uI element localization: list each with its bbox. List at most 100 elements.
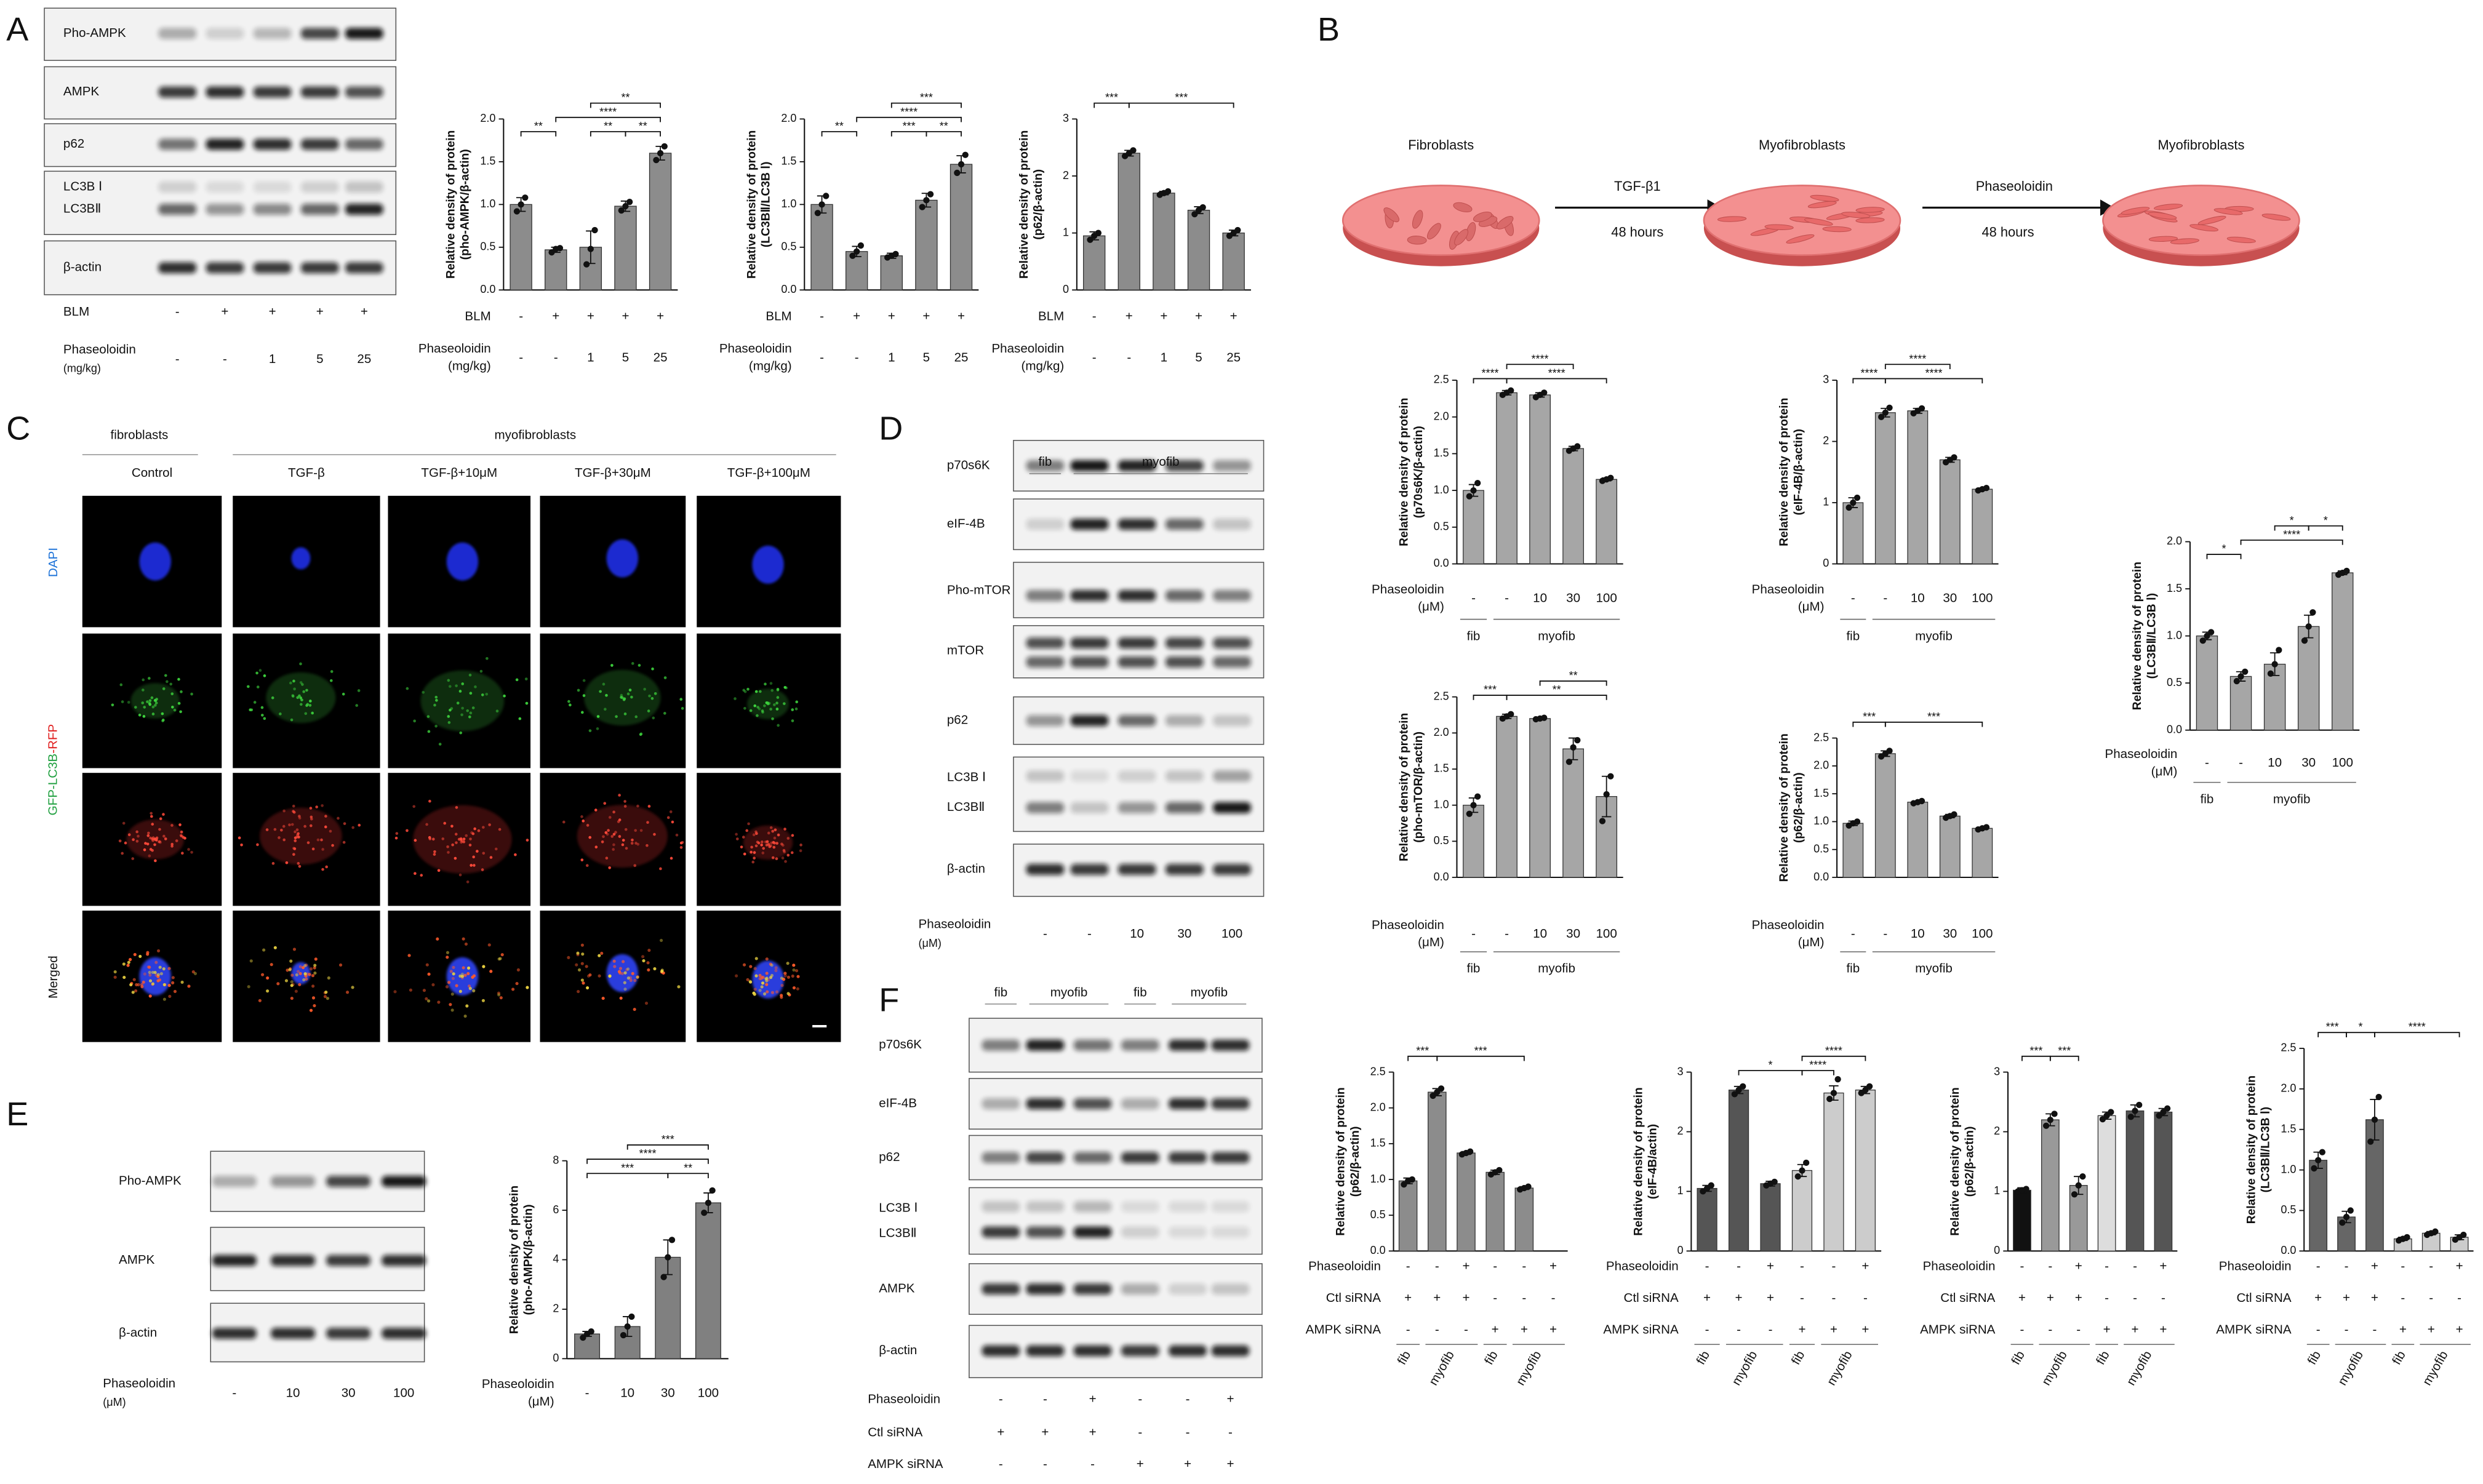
puncta [304, 712, 308, 716]
puncta [618, 794, 621, 797]
bar [1082, 235, 1106, 290]
step-time: 48 hours [1611, 224, 1663, 239]
data-point [657, 150, 664, 157]
puncta [147, 831, 150, 835]
y-tick-label: 1.0 [781, 197, 796, 210]
puncta [450, 707, 454, 710]
puncta [132, 838, 135, 842]
y-tick-label: 3 [1677, 1065, 1683, 1077]
puncta [580, 858, 584, 861]
data-point [2051, 1111, 2058, 1117]
row-value: - [820, 350, 824, 364]
blot-band [1213, 770, 1251, 782]
group-label: fib [1039, 455, 1052, 469]
y-tick-label: 2 [1823, 434, 1829, 447]
puncta [342, 840, 346, 844]
blot-band [271, 1255, 316, 1266]
puncta [761, 711, 764, 714]
puncta [760, 985, 764, 989]
y-tick-label: 0.0 [2167, 723, 2182, 735]
puncta [311, 996, 316, 1000]
row-value: - [1832, 1259, 1836, 1274]
blot-band [345, 28, 383, 39]
puncta [471, 975, 474, 979]
row-value: - [1228, 1426, 1233, 1440]
blot-band [1118, 770, 1156, 782]
puncta [619, 996, 623, 1000]
puncta [472, 855, 476, 859]
sig-label: *** [1416, 1045, 1429, 1057]
row-value: 100 [1596, 927, 1617, 941]
row-value: 30 [2301, 756, 2316, 770]
sig-bracket [1884, 364, 1951, 369]
column-header: TGF-β [288, 466, 325, 480]
puncta [461, 682, 465, 685]
row-value: - [1800, 1291, 1804, 1305]
blot-band [206, 138, 244, 150]
puncta [434, 724, 438, 728]
row-label: Ctl siRNA [868, 1426, 922, 1440]
puncta [276, 982, 280, 986]
puncta [740, 845, 743, 848]
data-point [1467, 1148, 1474, 1155]
puncta [586, 986, 590, 990]
puncta [308, 704, 312, 707]
bar [915, 199, 938, 290]
puncta [127, 833, 131, 837]
bar [1463, 490, 1484, 565]
puncta [518, 717, 522, 720]
puncta [588, 729, 592, 732]
blot-band [1026, 1152, 1065, 1163]
puncta [159, 971, 163, 976]
blot-band [1213, 802, 1251, 813]
puncta [121, 852, 124, 855]
bar [2097, 1115, 2116, 1251]
puncta [515, 678, 519, 682]
y-tick-label: 1.0 [1370, 1173, 1386, 1185]
puncta [151, 970, 154, 975]
row-value: - [1435, 1322, 1439, 1336]
row-value: - [2239, 756, 2243, 770]
puncta [500, 953, 504, 957]
puncta [300, 703, 303, 706]
row-value: + [1861, 1322, 1869, 1336]
blot-band [158, 262, 197, 274]
data-point [2127, 1114, 2134, 1120]
puncta [167, 984, 171, 987]
puncta [781, 856, 785, 860]
data-point [513, 208, 521, 215]
cell [1764, 224, 1794, 230]
puncta [613, 965, 617, 968]
puncta [288, 968, 292, 971]
group-label: fib [1482, 1349, 1501, 1367]
group-label: myofib [2420, 1349, 2450, 1388]
row-value: + [1767, 1291, 1774, 1305]
puncta [660, 938, 663, 943]
puncta [580, 978, 584, 982]
puncta [135, 983, 138, 987]
puncta [525, 701, 529, 705]
puncta [784, 860, 787, 863]
puncta [459, 731, 463, 735]
group-label: fib [2201, 792, 2214, 806]
puncta [273, 828, 277, 831]
puncta [763, 992, 767, 995]
puncta [755, 832, 758, 836]
row-value: - [175, 352, 180, 366]
puncta [327, 976, 330, 980]
blot-label: LC3BⅡ [947, 800, 985, 814]
puncta [434, 695, 438, 699]
row-value: 30 [342, 1386, 356, 1400]
row-label: Phaseoloidin [1752, 582, 1825, 596]
data-point [556, 245, 564, 252]
blot-band [1118, 715, 1156, 727]
puncta [482, 965, 486, 968]
blot-label: LC3B Ⅰ [947, 770, 986, 784]
puncta [742, 688, 746, 692]
blot-band [1026, 1201, 1065, 1213]
puncta [634, 842, 638, 845]
row-value: - [2345, 1322, 2349, 1336]
panel-label: E [6, 1096, 28, 1133]
y-axis-label: (pho-AMPK/β-actin) [522, 1204, 535, 1315]
y-tick-label: 0.0 [2281, 1244, 2296, 1256]
